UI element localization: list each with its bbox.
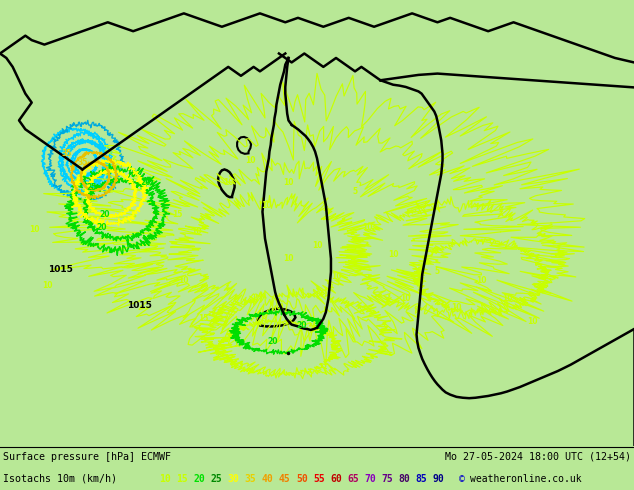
Text: 30: 30 <box>228 474 239 484</box>
Text: 40: 40 <box>262 474 273 484</box>
Text: 10: 10 <box>388 250 398 259</box>
Text: 5: 5 <box>353 187 358 196</box>
Text: 10: 10 <box>401 294 411 303</box>
Text: 10: 10 <box>191 227 202 236</box>
Text: 10: 10 <box>283 178 294 187</box>
Text: 10: 10 <box>477 276 487 285</box>
Text: 50: 50 <box>296 474 307 484</box>
Text: Mo 27-05-2024 18:00 UTC (12+54): Mo 27-05-2024 18:00 UTC (12+54) <box>445 452 631 462</box>
Text: 25: 25 <box>87 183 97 192</box>
Text: 90: 90 <box>433 474 444 484</box>
Text: 10: 10 <box>363 223 373 232</box>
Text: 1015: 1015 <box>127 301 152 310</box>
Text: 10: 10 <box>30 225 40 234</box>
Text: 35: 35 <box>61 149 72 158</box>
Text: 10: 10 <box>179 276 189 285</box>
Text: 1015: 1015 <box>48 265 73 274</box>
Text: 10: 10 <box>159 474 171 484</box>
Text: 20: 20 <box>100 210 110 219</box>
Text: 10: 10 <box>245 156 256 165</box>
Text: 60: 60 <box>330 474 342 484</box>
Text: 45: 45 <box>279 474 290 484</box>
Text: 10: 10 <box>261 200 271 210</box>
Text: 20: 20 <box>141 178 151 187</box>
Text: 10: 10 <box>331 272 341 281</box>
Text: 70: 70 <box>365 474 376 484</box>
Text: 25: 25 <box>210 474 222 484</box>
Polygon shape <box>218 170 235 197</box>
Text: ©: © <box>459 474 465 484</box>
Text: weatheronline.co.uk: weatheronline.co.uk <box>470 474 582 484</box>
Text: 20: 20 <box>296 321 306 330</box>
Text: Isotachs 10m (km/h): Isotachs 10m (km/h) <box>3 474 117 484</box>
Text: 10: 10 <box>527 317 538 325</box>
Text: 10: 10 <box>312 241 322 250</box>
Text: 20: 20 <box>193 474 205 484</box>
Text: 10: 10 <box>223 178 233 187</box>
Text: 80: 80 <box>399 474 410 484</box>
Text: 85: 85 <box>416 474 427 484</box>
Text: 10: 10 <box>451 303 462 312</box>
Text: 15: 15 <box>176 474 188 484</box>
Text: 5: 5 <box>435 268 440 276</box>
Text: 65: 65 <box>347 474 359 484</box>
Text: 75: 75 <box>382 474 393 484</box>
Text: 10: 10 <box>502 294 512 303</box>
Text: Surface pressure [hPa] ECMWF: Surface pressure [hPa] ECMWF <box>3 452 171 462</box>
Text: 15: 15 <box>198 314 208 323</box>
Text: 20: 20 <box>96 223 107 232</box>
Polygon shape <box>237 137 251 154</box>
Text: 20: 20 <box>268 337 278 345</box>
Text: 55: 55 <box>313 474 325 484</box>
Polygon shape <box>257 309 295 326</box>
Text: 35: 35 <box>77 158 87 167</box>
Text: 10: 10 <box>42 281 53 290</box>
Text: 35: 35 <box>245 474 256 484</box>
Text: 10: 10 <box>283 254 294 263</box>
Text: 20: 20 <box>230 332 240 341</box>
Text: 15: 15 <box>172 210 183 219</box>
